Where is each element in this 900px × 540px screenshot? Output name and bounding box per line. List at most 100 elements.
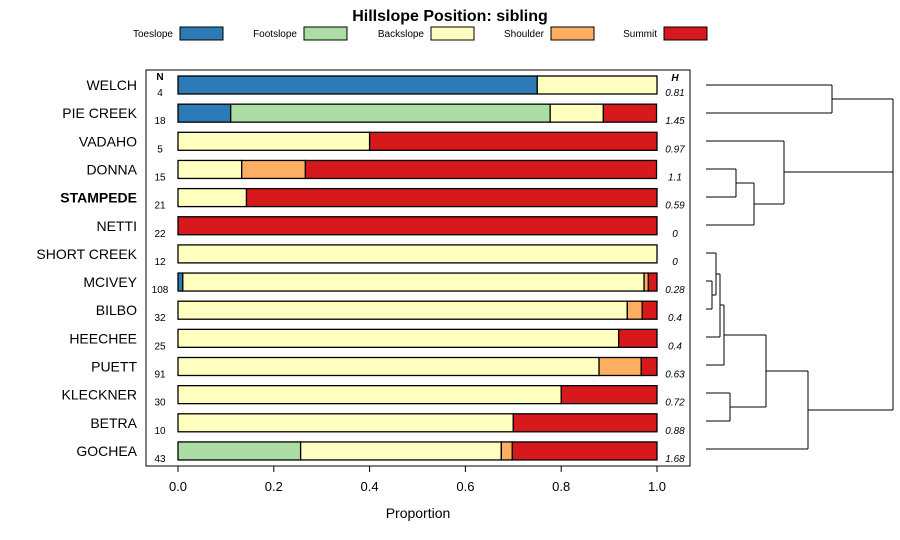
bar-row: KLECKNER 30 0.72 bbox=[62, 384, 685, 409]
legend-label-shoulder: Shoulder bbox=[504, 29, 545, 40]
bar-segment-backslope bbox=[177, 356, 600, 377]
bar-segment-summit bbox=[512, 413, 658, 433]
category-label: BILBO bbox=[96, 302, 137, 318]
n-value: 108 bbox=[152, 285, 169, 296]
n-value: 91 bbox=[154, 370, 166, 381]
n-value: 22 bbox=[154, 229, 166, 240]
h-value: 1.68 bbox=[665, 454, 685, 465]
bar-segment-backslope bbox=[536, 75, 658, 95]
category-label: SHORT CREEK bbox=[36, 246, 137, 262]
n-column-header: N bbox=[156, 72, 163, 83]
chart-title: Hillslope Position: sibling bbox=[352, 8, 548, 25]
n-value: 10 bbox=[154, 426, 166, 437]
legend-swatch-shoulder bbox=[550, 26, 595, 41]
h-value: 0.81 bbox=[665, 88, 684, 99]
x-tick-label: 0.6 bbox=[456, 479, 474, 494]
bar-segment-toeslope bbox=[177, 103, 232, 123]
h-value: 0.4 bbox=[668, 341, 682, 352]
legend-label-toeslope: Toeslope bbox=[133, 29, 173, 40]
h-value: 1.45 bbox=[665, 116, 685, 127]
n-value: 21 bbox=[154, 201, 166, 212]
bar-segment-footslope bbox=[230, 103, 551, 123]
bar-segment-backslope bbox=[177, 159, 243, 180]
bar-row: BETRA 10 0.88 bbox=[90, 413, 685, 437]
bar-segment-summit bbox=[618, 328, 658, 349]
legend-label-summit: Summit bbox=[623, 29, 657, 40]
bar-segment-shoulder bbox=[241, 159, 307, 180]
bar-row: MCIVEY 108 0.28 bbox=[83, 272, 685, 296]
category-label: BETRA bbox=[90, 415, 137, 431]
h-value: 0.4 bbox=[668, 313, 682, 324]
bar-segment-backslope bbox=[549, 103, 605, 123]
bar-row: DONNA 15 1.1 bbox=[86, 159, 682, 183]
bar-segment-shoulder bbox=[500, 441, 513, 461]
h-value: 0 bbox=[672, 257, 678, 268]
bar-segment-summit bbox=[511, 441, 658, 461]
bar-row: BILBO 32 0.4 bbox=[96, 300, 682, 324]
bar-row: WELCH 4 0.81 bbox=[86, 75, 685, 99]
legend-swatch-footslope bbox=[303, 26, 348, 41]
bar-segment-backslope bbox=[177, 384, 562, 405]
bar-segment-summit bbox=[368, 131, 658, 151]
bar-segment-summit bbox=[560, 384, 658, 405]
bar-segment-summit bbox=[602, 103, 658, 123]
plot-frame bbox=[145, 69, 691, 467]
bar-segment-summit bbox=[641, 300, 658, 320]
h-value: 0.97 bbox=[665, 144, 685, 155]
n-value: 12 bbox=[154, 257, 166, 268]
bar-segment-backslope bbox=[182, 272, 645, 292]
bar-segment-backslope bbox=[177, 328, 620, 349]
bar-segment-backslope bbox=[177, 187, 248, 208]
category-label: PUETT bbox=[91, 359, 137, 375]
category-label: GOCHEA bbox=[76, 443, 137, 459]
bar-row: PUETT 91 0.63 bbox=[91, 356, 685, 381]
h-value: 0.59 bbox=[665, 201, 685, 212]
category-label: PIE CREEK bbox=[62, 105, 137, 121]
bar-row: HEECHEE 25 0.4 bbox=[69, 328, 682, 352]
legend-swatch-summit bbox=[663, 26, 708, 41]
legend: Toeslope Footslope Backslope Shoulder Summit bbox=[133, 26, 708, 41]
category-label: VADAHO bbox=[79, 133, 137, 149]
category-label: MCIVEY bbox=[83, 274, 137, 290]
h-value: 0.88 bbox=[665, 426, 685, 437]
dendrogram bbox=[706, 84, 894, 450]
bar-segment-summit bbox=[245, 187, 658, 208]
x-tick-label: 0.8 bbox=[552, 479, 570, 494]
bar-segment-backslope bbox=[177, 244, 658, 264]
category-label: STAMPEDE bbox=[60, 190, 137, 206]
n-value: 4 bbox=[157, 88, 163, 99]
category-label: DONNA bbox=[86, 161, 137, 177]
bar-segment-footslope bbox=[177, 441, 302, 461]
bar-segment-summit bbox=[304, 159, 658, 180]
bar-row: VADAHO 5 0.97 bbox=[79, 131, 685, 155]
x-axis-label: Proportion bbox=[386, 505, 451, 521]
bar-segment-toeslope bbox=[177, 272, 184, 292]
n-value: 30 bbox=[154, 398, 166, 409]
h-value: 1.1 bbox=[668, 172, 682, 183]
bar-row: PIE CREEK 18 1.45 bbox=[62, 103, 685, 127]
n-value: 18 bbox=[154, 116, 166, 127]
x-tick-label: 1.0 bbox=[648, 479, 666, 494]
bar-segment-shoulder bbox=[598, 356, 642, 377]
bar-row: NETTI 22 0 bbox=[97, 216, 678, 240]
h-value: 0 bbox=[672, 229, 678, 240]
bar-segment-backslope bbox=[177, 413, 514, 433]
category-label: NETTI bbox=[97, 218, 137, 234]
h-column-header: H bbox=[671, 73, 679, 84]
bar-segment-toeslope bbox=[177, 75, 538, 95]
bar-row: STAMPEDE 21 0.59 bbox=[60, 187, 685, 212]
category-label: HEECHEE bbox=[69, 330, 137, 346]
n-value: 32 bbox=[154, 313, 166, 324]
n-value: 5 bbox=[157, 144, 163, 155]
bar-row: GOCHEA 43 1.68 bbox=[76, 441, 685, 465]
h-value: 0.63 bbox=[665, 370, 685, 381]
bar-segment-backslope bbox=[299, 441, 502, 461]
bar-segment-summit bbox=[640, 356, 658, 377]
bar-row: SHORT CREEK 12 0 bbox=[36, 244, 678, 268]
n-value: 15 bbox=[154, 172, 166, 183]
n-value: 43 bbox=[154, 454, 166, 465]
h-value: 0.28 bbox=[665, 285, 685, 296]
x-tick-label: 0.2 bbox=[265, 479, 283, 494]
bar-segment-summit bbox=[647, 272, 658, 292]
